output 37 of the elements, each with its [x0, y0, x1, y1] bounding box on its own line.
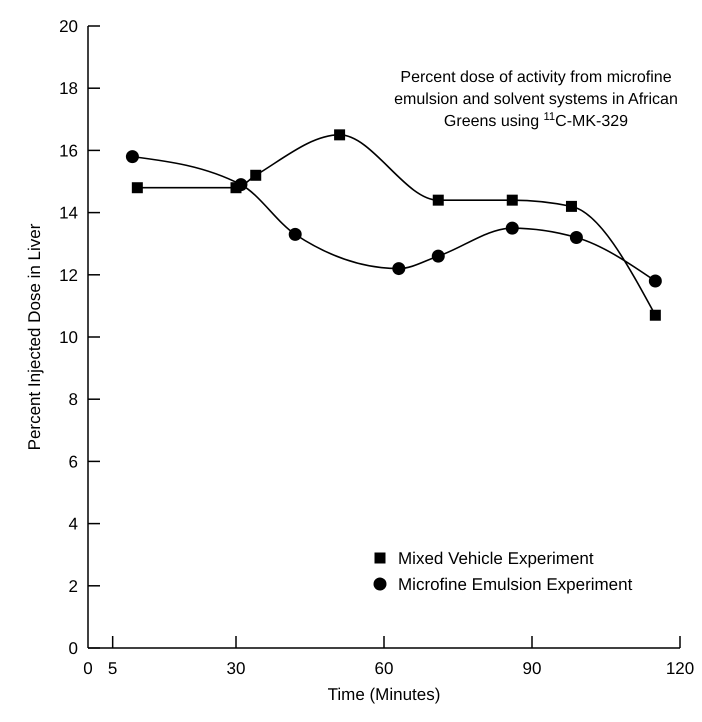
- point: [650, 310, 661, 321]
- point: [392, 262, 406, 276]
- y-tick-label: 4: [68, 514, 78, 534]
- x-tick-label: 30: [226, 659, 246, 678]
- y-tick-label: 12: [59, 266, 78, 285]
- annotation: Percent dose of activity from microfine emulsion and solvent systems in African Greens using $^{11}$C-MK-329: [394, 69, 678, 130]
- point: [432, 250, 445, 263]
- y-tick-label: 18: [59, 79, 78, 98]
- point: [566, 200, 577, 212]
- y-tick-label: 8: [68, 390, 78, 410]
- point: [506, 222, 519, 235]
- point: [126, 150, 139, 164]
- legend-label: Mixed Vehicle Experiment: [398, 548, 594, 568]
- point: [432, 194, 444, 206]
- y-tick-label: 0: [68, 638, 78, 658]
- point: [570, 230, 583, 244]
- legend-label: Microfine Emulsion Experiment: [398, 574, 633, 594]
- y-tick-label: 20: [59, 16, 78, 36]
- x-axis-title: Time (Minutes): [328, 685, 440, 704]
- point: [288, 228, 302, 241]
- x-tick-label: 120: [666, 659, 694, 678]
- point: [234, 178, 248, 192]
- y-tick-label: 6: [68, 452, 78, 472]
- point: [334, 129, 346, 140]
- point: [132, 182, 143, 194]
- y-tick-label: 14: [59, 204, 78, 223]
- y-tick-label: 16: [59, 141, 78, 160]
- point: [648, 274, 662, 288]
- point: [506, 194, 518, 206]
- x-tick-label: 90: [522, 659, 542, 678]
- y-axis-title: Percent Injected Dose in Liver: [25, 223, 44, 450]
- point: [250, 170, 262, 181]
- x-tick-label: 0: [83, 659, 93, 678]
- y-tick-label: 10: [59, 328, 78, 347]
- x-tick-label: 60: [374, 659, 394, 678]
- x-tick-label: 5: [108, 659, 118, 678]
- y-tick-label: 2: [68, 576, 78, 596]
